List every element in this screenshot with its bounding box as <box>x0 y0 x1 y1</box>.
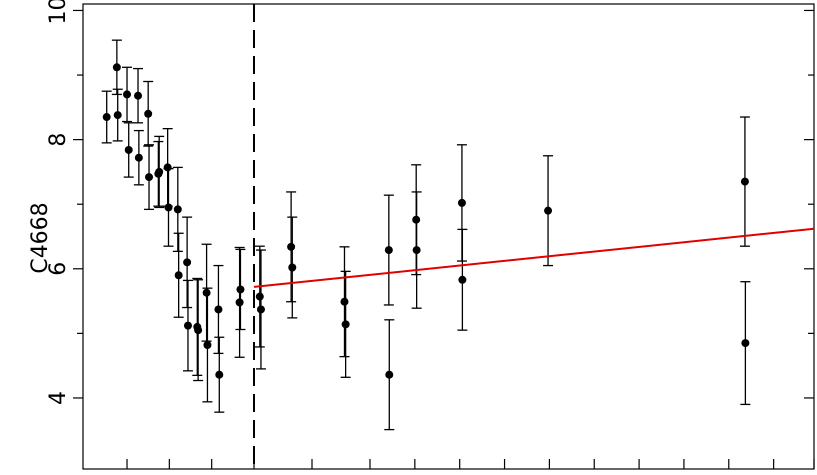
data-point <box>163 163 172 172</box>
data-point <box>194 326 203 335</box>
data-point <box>183 321 192 330</box>
data-point <box>173 205 182 214</box>
data-point <box>236 285 245 294</box>
x-axis-ticks <box>126 459 815 469</box>
data-point <box>235 298 244 307</box>
data-point <box>112 63 121 72</box>
fit-line <box>253 227 815 288</box>
data-point <box>287 242 296 251</box>
data-point <box>214 305 223 314</box>
data-point <box>457 198 466 207</box>
data-point <box>412 246 421 255</box>
data-point <box>164 203 173 212</box>
y-tick-label: 8 <box>46 133 71 147</box>
data-point <box>174 271 183 280</box>
data-point <box>134 91 143 100</box>
data-point <box>202 288 211 297</box>
data-point <box>288 263 297 272</box>
data-point <box>544 206 553 215</box>
data-point <box>341 320 350 329</box>
data-point <box>124 145 133 154</box>
data-point <box>215 370 224 379</box>
data-point <box>384 246 393 255</box>
y-tick-label: 10 <box>46 0 71 24</box>
data-point <box>144 109 153 118</box>
data-point <box>134 153 143 162</box>
y-axis-title: C4668 <box>28 202 53 273</box>
data-point <box>123 90 132 99</box>
y-tick-label: 4 <box>46 391 71 405</box>
data-point <box>458 275 467 284</box>
data-point <box>102 113 111 122</box>
data-point <box>203 341 212 349</box>
data-points <box>101 39 751 431</box>
data-point <box>255 292 264 301</box>
data-point <box>113 111 122 120</box>
plot-frame <box>82 3 815 470</box>
y-axis-ticks: 4 6 8 10 <box>46 0 814 405</box>
data-point <box>145 173 154 182</box>
data-point <box>741 339 750 348</box>
data-point <box>256 305 265 314</box>
data-point <box>385 370 394 379</box>
data-point <box>183 258 192 267</box>
data-point <box>155 167 164 176</box>
data-point <box>340 297 349 306</box>
data-point <box>740 177 749 186</box>
y-tick-label: 6 <box>46 262 71 276</box>
